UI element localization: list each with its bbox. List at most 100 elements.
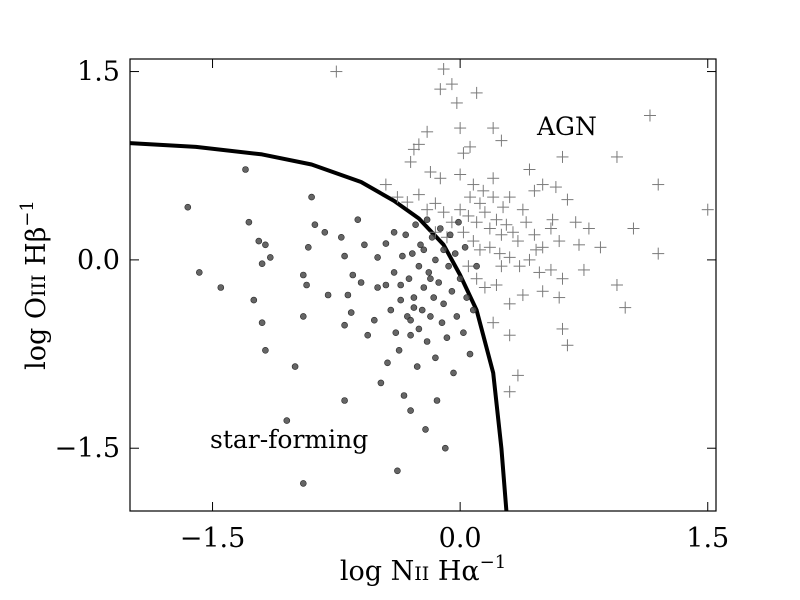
agn-point <box>412 188 425 201</box>
star-forming-point <box>337 234 345 241</box>
agn-point <box>483 241 496 254</box>
star-forming-point <box>394 467 401 475</box>
star-forming-point <box>387 306 395 314</box>
agn-point <box>553 235 566 248</box>
star-forming-point <box>415 325 423 333</box>
agn-point <box>528 184 541 197</box>
agn-point <box>454 122 467 135</box>
agn-point <box>503 385 516 398</box>
star-forming-point <box>390 269 398 276</box>
agn-point <box>528 228 541 241</box>
star-forming-point <box>433 397 441 404</box>
agn-point <box>490 279 503 291</box>
agn-point <box>421 125 434 138</box>
star-forming-point <box>299 480 307 487</box>
agn-point <box>407 143 420 156</box>
star-forming-point <box>463 294 471 301</box>
agn-point <box>487 122 500 135</box>
agn-point <box>495 260 508 273</box>
agn-point <box>429 197 442 210</box>
star-forming-point <box>440 300 447 308</box>
star-forming-point <box>341 321 348 329</box>
agn-point <box>627 222 640 235</box>
star-forming-point <box>418 306 426 314</box>
star-forming-point <box>450 369 457 377</box>
agn-point <box>450 96 463 109</box>
agn-point <box>473 243 486 256</box>
agn-point <box>523 253 536 266</box>
agn-point <box>577 263 590 276</box>
star-forming-point <box>184 203 192 211</box>
agn-point <box>561 339 574 352</box>
agn-point <box>594 241 607 254</box>
star-forming-point <box>438 319 446 327</box>
agn-point <box>503 251 516 264</box>
agn-point <box>523 163 536 176</box>
agn-point <box>434 172 447 185</box>
x-tick-label: 1.5 <box>686 523 729 554</box>
y-tick-label: −1.5 <box>54 433 120 464</box>
star-forming-point <box>436 225 444 232</box>
agn-point <box>549 181 562 194</box>
star-forming-point <box>349 271 357 279</box>
agn-point <box>503 191 516 204</box>
star-forming-point <box>440 246 447 254</box>
agn-point <box>404 155 417 168</box>
agn-point <box>536 241 549 254</box>
agn-point <box>424 166 437 178</box>
agn-point <box>401 196 414 209</box>
agn-point <box>429 226 442 239</box>
star-forming-point <box>390 229 398 236</box>
star-forming-point <box>407 331 414 339</box>
agn-point <box>500 218 513 231</box>
star-forming-point <box>266 254 274 261</box>
agn-point <box>643 109 656 122</box>
agn-point <box>454 168 467 181</box>
star-forming-point <box>407 407 414 414</box>
star-forming-point <box>384 359 391 367</box>
star-forming-point <box>308 193 315 201</box>
agn-point <box>445 78 458 91</box>
agn-point <box>553 291 566 304</box>
star-forming-point <box>460 329 467 337</box>
star-forming-point <box>451 250 459 257</box>
ticks <box>130 59 716 511</box>
agn-point <box>495 228 508 241</box>
star-forming-point <box>382 281 390 289</box>
star-forming-point <box>311 221 319 228</box>
agn-point <box>454 203 467 216</box>
agn-point <box>467 235 480 248</box>
agn-point <box>495 134 508 147</box>
agn-point <box>516 289 529 302</box>
star-forming-point <box>422 426 429 433</box>
star-forming-point <box>445 262 452 270</box>
y-tick-label: 0.0 <box>77 245 120 276</box>
star-forming-point <box>357 279 365 286</box>
star-forming-point <box>364 331 372 339</box>
agn-point <box>330 65 343 78</box>
star-forming-point <box>361 241 368 249</box>
agn-point <box>556 322 569 335</box>
star-forming-point <box>370 316 378 324</box>
star-forming-point <box>455 218 462 226</box>
star-forming-point <box>407 316 414 324</box>
agn-point <box>434 83 447 96</box>
star-forming-point <box>374 284 381 291</box>
y-tick-label: 1.5 <box>77 57 120 88</box>
star-forming-point <box>410 304 418 311</box>
star-forming-point <box>341 397 348 404</box>
agn-point <box>487 191 500 204</box>
star-forming-point <box>395 346 403 354</box>
agn-point <box>516 203 529 216</box>
star-forming-point <box>423 216 431 223</box>
demarcation-curve <box>129 141 509 512</box>
agn-point <box>470 272 483 285</box>
star-forming-point <box>428 234 436 241</box>
agn-point <box>478 281 491 294</box>
star-forming-point <box>321 229 329 236</box>
star-forming-point <box>423 338 431 345</box>
star-forming-point <box>374 254 381 261</box>
agn-point <box>493 247 506 260</box>
star-forming-point <box>427 313 434 320</box>
agn-point <box>511 369 524 382</box>
